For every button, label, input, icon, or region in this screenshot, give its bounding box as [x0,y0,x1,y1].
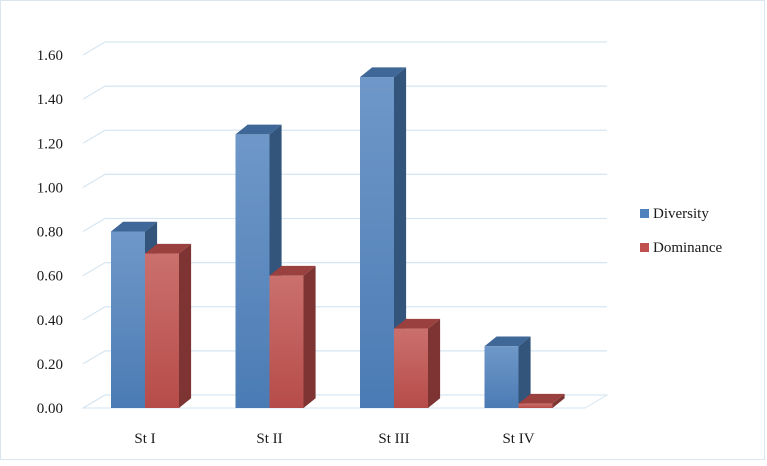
y-tick-label: 0.40 [37,313,63,329]
gridline-depth [82,129,106,144]
legend-label: Diversity [653,206,709,222]
bar-layer [111,67,565,409]
gridline-depth [82,85,106,100]
bar-dominance [518,393,565,408]
gridline-depth [82,262,106,277]
y-tick-label: 1.20 [37,136,63,152]
y-tick-label: 0.60 [37,269,63,285]
gridline-depth [82,306,106,321]
y-tick-label: 1.00 [37,180,63,196]
x-tick-label: St IV [502,431,534,447]
x-tick-label: St III [378,431,409,447]
gridline-depth [82,350,106,365]
legend-swatch [640,209,649,218]
legend-label: Dominance [653,240,722,256]
y-tick-label: 0.00 [37,401,63,417]
legend: Diversity Dominance [640,206,722,256]
gridline-depth [82,394,106,409]
bar-diversity [484,336,531,408]
bar-dominance [145,243,192,408]
gridline-depth [82,173,106,188]
legend-swatch [640,243,649,252]
y-tick-label: 0.20 [37,357,63,373]
y-tick-label: 1.40 [37,92,63,108]
y-tick-label: 1.60 [37,48,63,64]
x-tick-label: St II [256,431,282,447]
gridline-depth [82,41,106,56]
gridline-depth [82,217,106,233]
bar-dominance [394,318,441,408]
x-tick-label: St I [134,431,155,447]
y-tick-label: 0.80 [37,225,63,241]
bar-dominance [269,265,316,408]
axis-layer: 0.00 0.20 0.40 0.60 0.80 1.00 1.20 1.40 1.60 St I… [37,48,535,447]
